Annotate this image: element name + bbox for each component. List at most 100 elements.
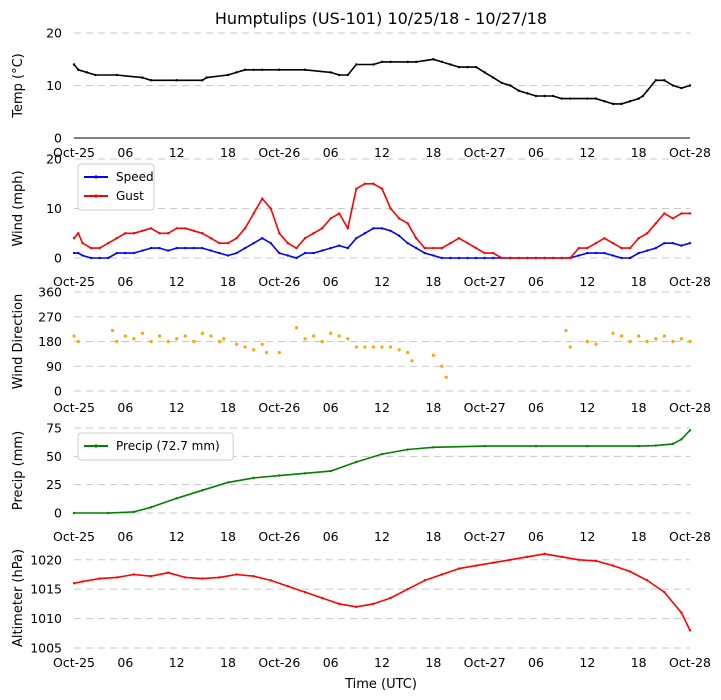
data-point bbox=[107, 256, 110, 260]
data-point bbox=[671, 339, 675, 344]
data-point bbox=[594, 241, 598, 245]
data-point bbox=[303, 590, 307, 594]
data-point bbox=[406, 241, 409, 245]
x-tick-label: Oct-26 bbox=[258, 145, 300, 160]
y-axis-label: Wind Direction bbox=[11, 294, 26, 390]
x-tick-label: 18 bbox=[425, 655, 441, 670]
series-line bbox=[73, 553, 691, 631]
data-point bbox=[423, 246, 426, 250]
legend-label: Speed bbox=[116, 170, 154, 184]
x-tick-label: 06 bbox=[528, 400, 544, 415]
data-point bbox=[175, 246, 178, 250]
data-point bbox=[252, 68, 255, 71]
data-point bbox=[534, 444, 538, 448]
y-tick-label: 0 bbox=[54, 506, 62, 521]
data-point bbox=[646, 579, 649, 582]
data-point bbox=[380, 187, 384, 190]
data-point bbox=[72, 334, 76, 338]
data-point bbox=[641, 94, 645, 98]
data-point bbox=[294, 326, 299, 330]
data-point bbox=[671, 442, 675, 446]
data-point bbox=[320, 339, 324, 344]
data-point bbox=[406, 448, 409, 451]
data-point bbox=[483, 444, 486, 448]
y-tick-label: 180 bbox=[38, 334, 62, 349]
x-tick-label: Oct-27 bbox=[464, 145, 506, 160]
x-tick-label: 18 bbox=[425, 145, 441, 160]
data-point bbox=[278, 68, 281, 71]
y-tick-label: 90 bbox=[46, 359, 62, 374]
data-point bbox=[184, 227, 187, 230]
data-point bbox=[295, 246, 298, 250]
x-tick-label: 18 bbox=[631, 655, 647, 670]
data-point bbox=[354, 345, 358, 349]
x-tick-label: 12 bbox=[374, 400, 390, 415]
data-point bbox=[261, 197, 264, 200]
y-tick-label: 10 bbox=[46, 201, 62, 216]
data-point bbox=[517, 256, 521, 260]
data-point bbox=[663, 212, 666, 215]
data-point bbox=[77, 232, 80, 235]
data-point bbox=[457, 256, 461, 260]
data-point bbox=[346, 337, 350, 341]
data-point bbox=[132, 232, 136, 235]
panel-wind: 0 10 20 Oct-25 06 12 18 Oct-26 06 12 18 Oct-27 06 12 1… bbox=[11, 152, 711, 290]
data-point bbox=[149, 506, 153, 509]
data-point bbox=[149, 246, 153, 250]
data-point bbox=[620, 102, 623, 106]
x-tick-label: 06 bbox=[117, 274, 133, 289]
data-point bbox=[252, 476, 255, 480]
data-point bbox=[226, 73, 230, 77]
data-point bbox=[235, 573, 238, 576]
y-axis-label: Precip (mm) bbox=[11, 431, 26, 510]
data-point bbox=[218, 251, 221, 255]
figure-title: Humptulips (US-101) 10/25/18 - 10/27/18 bbox=[215, 9, 547, 28]
data-point bbox=[637, 251, 640, 255]
data-point bbox=[303, 337, 307, 341]
panel-temperature: 0 10 20 Oct-25 06 12 18 Oct-26 06 12 18 Oct-27 06 12 1… bbox=[11, 26, 711, 161]
data-point bbox=[474, 564, 478, 567]
data-point bbox=[303, 472, 307, 475]
data-point bbox=[603, 237, 606, 240]
data-point bbox=[543, 94, 546, 98]
data-point bbox=[397, 217, 401, 220]
data-point bbox=[107, 511, 110, 515]
data-point bbox=[110, 328, 115, 333]
data-point bbox=[226, 254, 230, 257]
data-point bbox=[175, 337, 179, 341]
data-point bbox=[76, 339, 80, 344]
data-point bbox=[594, 342, 598, 346]
data-point bbox=[688, 429, 692, 432]
data-point bbox=[568, 345, 572, 349]
x-tick-label: 06 bbox=[323, 145, 339, 160]
data-point bbox=[269, 241, 272, 245]
data-point bbox=[397, 348, 401, 352]
data-point bbox=[474, 65, 478, 69]
data-point bbox=[671, 217, 675, 220]
x-tick-label: Oct-28 bbox=[669, 400, 711, 415]
panel-wind_direction: 0 90 180 270 360 Oct-25 06 12 18 Oct-26 06 12 18 Oct-… bbox=[11, 285, 711, 416]
data-point bbox=[235, 71, 238, 74]
data-point bbox=[577, 558, 580, 561]
data-point bbox=[115, 237, 118, 240]
panel-altimeter: 1005 1010 1015 1020 Oct-25 06 12 18 Oct-26 06 12 18… bbox=[11, 549, 711, 670]
data-point bbox=[363, 182, 367, 185]
data-point bbox=[500, 81, 503, 85]
data-point bbox=[509, 84, 512, 87]
data-point bbox=[432, 246, 435, 250]
x-tick-label: 18 bbox=[425, 529, 441, 544]
legend: Precip (72.7 mm) bbox=[77, 432, 234, 461]
data-point bbox=[312, 232, 315, 235]
x-tick-label: 18 bbox=[220, 529, 236, 544]
x-tick-label: 12 bbox=[374, 274, 390, 289]
data-point bbox=[371, 345, 376, 349]
data-point bbox=[269, 579, 272, 582]
data-point bbox=[679, 337, 684, 341]
y-tick-label: 20 bbox=[46, 152, 62, 167]
data-point bbox=[389, 60, 392, 64]
data-point bbox=[355, 460, 358, 464]
x-tick-label: 06 bbox=[323, 274, 339, 289]
data-point bbox=[406, 60, 409, 64]
x-tick-label: 06 bbox=[117, 529, 133, 544]
data-point bbox=[372, 182, 375, 185]
